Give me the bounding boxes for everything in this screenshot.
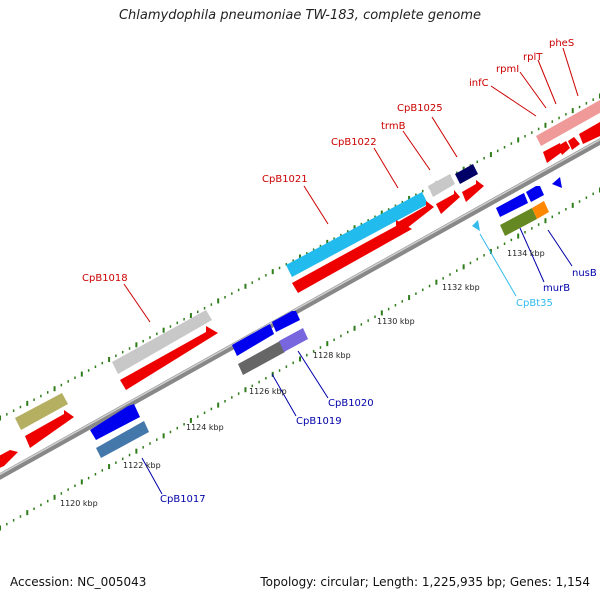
gene-label-rplt[interactable]: rplT: [523, 52, 543, 63]
leader-line: [431, 116, 458, 158]
gene-label-cpb1017[interactable]: CpB1017: [160, 494, 206, 505]
gene-labels: CpB1018 CpB1021 CpB1022 trmB CpB1025 infC rpmI…: [82, 38, 597, 505]
scale-labels: 1120 kbp 1122 kbp 1124 kbp 1126 kbp 1128 kbp…: [60, 249, 545, 508]
leader-line: [490, 85, 537, 117]
gene-arrow[interactable]: [398, 201, 434, 232]
gene-label-cpb1019[interactable]: CpB1019: [296, 416, 342, 427]
scale-label: 1128 kbp: [313, 351, 351, 360]
scale-label: 1124 kbp: [186, 423, 224, 432]
leader-line: [303, 185, 329, 225]
gene-arrow[interactable]: [496, 193, 528, 217]
gene-arrow[interactable]: [292, 220, 412, 293]
gene-label-phes[interactable]: pheS: [549, 38, 574, 49]
scale-label: 1122 kbp: [123, 461, 161, 470]
scale-label: 1120 kbp: [60, 499, 98, 508]
gene-arrow[interactable]: [579, 122, 600, 144]
gene-arrow[interactable]: [436, 190, 460, 214]
leader-line: [402, 130, 431, 171]
gene-label-infc[interactable]: infC: [469, 78, 489, 89]
gene-arrow[interactable]: [568, 137, 580, 150]
gene-arrow[interactable]: [120, 326, 218, 390]
gene-arrow[interactable]: [15, 393, 68, 430]
gene-arrow[interactable]: [428, 174, 455, 197]
scale-label: 1134 kbp: [507, 249, 545, 258]
gene-arrow[interactable]: [112, 310, 212, 374]
genome-backbone-highlight: [0, 138, 600, 476]
gene-label-cpb1018[interactable]: CpB1018: [82, 273, 128, 284]
gene-arrow[interactable]: [526, 186, 544, 202]
gene-label-nusb[interactable]: nusB: [572, 268, 597, 279]
gene-arrow[interactable]: [96, 421, 149, 458]
accession-label: Accession: NC_005043: [10, 575, 147, 589]
gene-arrow[interactable]: [0, 450, 18, 470]
gene-arrow[interactable]: [279, 328, 308, 352]
gene-arrow[interactable]: [500, 208, 537, 236]
gene-arrow[interactable]: [543, 143, 562, 163]
gene-label-murb[interactable]: murB: [543, 283, 570, 294]
topology-label: Topology: circular; Length: 1,225,935 bp…: [260, 575, 590, 589]
scale-label: 1126 kbp: [249, 387, 287, 396]
leader-line: [562, 47, 579, 97]
leader-line: [537, 59, 557, 105]
gene-label-cpbt35[interactable]: CpBt35: [516, 298, 553, 309]
genome-backbone: [0, 138, 600, 480]
tick-row-lower: [0, 187, 600, 531]
leader-line: [479, 233, 517, 297]
gene-label-cpb1022[interactable]: CpB1022: [331, 137, 377, 148]
leader-line: [547, 229, 573, 267]
forward-genes: [0, 100, 600, 470]
gene-label-trmb[interactable]: trmB: [381, 121, 406, 132]
leader-lines: [123, 47, 579, 495]
gene-label-cpb1021[interactable]: CpB1021: [262, 174, 308, 185]
tick-row-upper: [0, 93, 600, 421]
gene-arrow[interactable]: [25, 410, 74, 448]
leader-line: [519, 227, 545, 283]
gene-arrow[interactable]: [238, 341, 285, 375]
gene-arrow[interactable]: [232, 324, 274, 356]
reverse-genes: [90, 177, 562, 458]
gene-label-cpb1020[interactable]: CpB1020: [328, 398, 374, 409]
leader-line: [297, 350, 329, 399]
gene-arrow[interactable]: [272, 311, 300, 332]
leader-line: [141, 457, 163, 495]
gene-label-rpmi[interactable]: rpmI: [496, 64, 519, 75]
gene-arrow[interactable]: [532, 201, 549, 219]
gene-arrow[interactable]: [552, 177, 562, 188]
scale-label: 1130 kbp: [377, 317, 415, 326]
leader-line: [123, 283, 151, 323]
leader-line: [373, 147, 399, 189]
leader-line: [519, 71, 547, 109]
gene-label-cpb1025[interactable]: CpB1025: [397, 103, 443, 114]
gene-arrow[interactable]: [90, 404, 140, 440]
map-title: Chlamydophila pneumoniae TW-183, complet…: [118, 8, 482, 23]
gene-arrow[interactable]: [286, 192, 428, 277]
scale-label: 1132 kbp: [442, 283, 480, 292]
gene-arrow[interactable]: [536, 100, 600, 146]
gene-arrow[interactable]: [462, 180, 484, 202]
gene-arrow[interactable]: [558, 141, 570, 155]
gene-arrow[interactable]: [472, 220, 480, 231]
leader-line: [271, 373, 297, 417]
gene-arrow[interactable]: [455, 164, 478, 184]
